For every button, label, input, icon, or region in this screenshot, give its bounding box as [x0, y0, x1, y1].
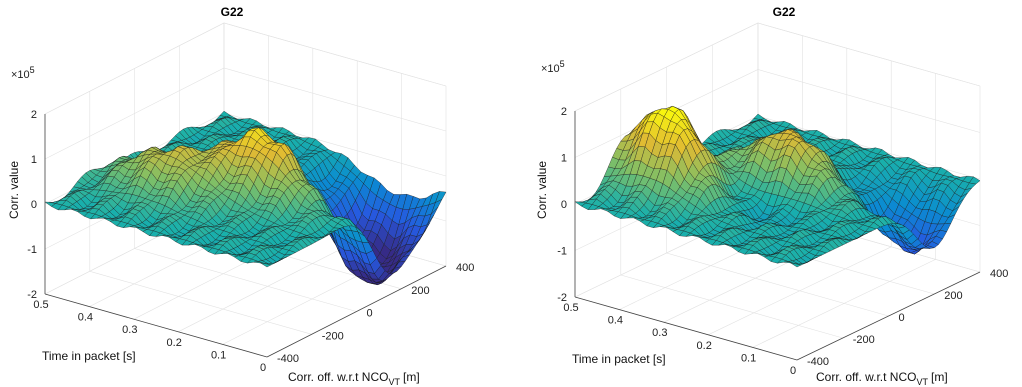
x-tick-label: 0.3	[122, 324, 137, 336]
chart-title: G22	[773, 5, 796, 19]
y-tick-label: 400	[456, 262, 474, 274]
x-tick-label: 0	[790, 365, 796, 377]
x-tick-label: 0.3	[652, 327, 667, 339]
chart-title: G22	[221, 5, 244, 19]
surface-chart-left: G22 ×105 Corr. value Time in packet [s] …	[7, 5, 474, 387]
grid-line	[89, 271, 312, 335]
x-tick-label: 0.1	[211, 349, 226, 361]
x-axis-line	[44, 293, 268, 358]
y-tick-label: -400	[277, 353, 299, 365]
grid-line	[574, 22, 981, 112]
z-tick-label: 1	[561, 153, 567, 165]
z-tick-label: -1	[557, 246, 567, 258]
box-edge	[574, 22, 981, 112]
z-axis-label: Corr. value	[535, 161, 549, 219]
y-tick-label: 0	[899, 312, 905, 324]
x-axis-label: Time in packet [s]	[42, 349, 136, 363]
y-axis-line	[796, 271, 981, 361]
surface-mesh	[44, 110, 447, 285]
grid-line	[44, 22, 447, 115]
x-axis-line	[574, 296, 798, 361]
box-edge	[44, 22, 447, 115]
z-axis-label: Corr. value	[7, 161, 21, 219]
x-tick-label: 0.1	[741, 352, 756, 364]
x-tick-label: 0.2	[167, 337, 182, 349]
surface-patch	[260, 262, 272, 268]
z-tick-label: -2	[557, 292, 567, 304]
y-axis-label: Corr. off. w.r.t NCOVT [m]	[816, 370, 948, 387]
surface-patch	[790, 262, 802, 268]
x-tick-label: 0.5	[563, 302, 578, 314]
y-tick-label: -400	[807, 356, 829, 368]
z-tick-label: 2	[31, 109, 37, 121]
y-tick-label: 0	[367, 308, 373, 320]
x-axis-label: Time in packet [s]	[572, 352, 666, 366]
axes	[574, 111, 981, 361]
exponent-label: ×105	[11, 65, 35, 81]
surface-mesh	[574, 105, 981, 268]
z-tick-label: 0	[561, 199, 567, 211]
x-tick-label: 0.4	[78, 312, 93, 324]
z-tick-label: -2	[27, 289, 37, 301]
z-tick-label: -1	[27, 244, 37, 256]
surface-chart-right: G22 ×105 Corr. value Time in packet [s] …	[535, 5, 1008, 387]
x-tick-label: 0	[260, 362, 266, 374]
exponent-label: ×105	[541, 59, 565, 75]
grid-line	[134, 248, 357, 312]
y-axis-line	[266, 265, 447, 358]
grid-line	[666, 252, 889, 317]
grid-line	[620, 274, 843, 339]
y-tick-label: -200	[853, 334, 875, 346]
y-tick-label: 200	[411, 285, 429, 297]
y-tick-label: 400	[990, 268, 1008, 280]
z-tick-label: 1	[31, 154, 37, 166]
y-tick-label: 200	[944, 290, 962, 302]
z-tick-label: 0	[31, 199, 37, 211]
x-tick-label: 0.2	[697, 340, 712, 352]
y-axis-label: Corr. off. w.r.t NCOVT [m]	[288, 370, 420, 387]
axes	[44, 114, 447, 358]
z-tick-label: 2	[561, 106, 567, 118]
x-tick-label: 0.5	[33, 299, 48, 311]
x-tick-label: 0.4	[608, 315, 623, 327]
y-tick-label: -200	[322, 330, 344, 342]
